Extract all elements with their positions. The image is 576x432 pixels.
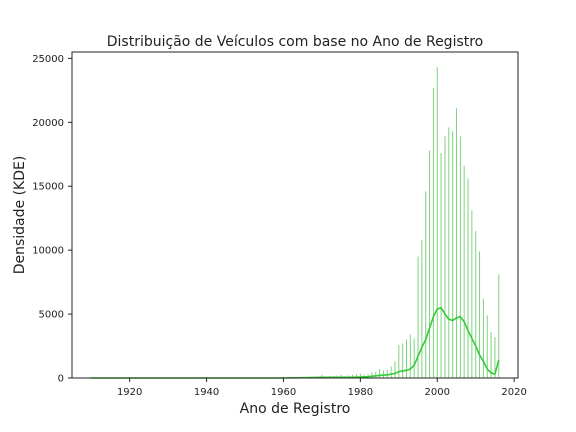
histogram-bar — [448, 127, 450, 379]
histogram-bar — [406, 339, 407, 378]
histogram-bar — [498, 274, 500, 378]
histogram-bar — [440, 153, 442, 378]
histogram-bar — [379, 369, 381, 378]
histogram-bar — [340, 374, 342, 378]
histogram-bar — [356, 374, 358, 378]
histogram-bar — [421, 239, 423, 378]
histogram-bar — [321, 374, 323, 378]
histogram-bar — [467, 178, 469, 378]
histogram-bar — [371, 372, 373, 378]
histogram-bar — [475, 230, 477, 378]
y-axis-label: Densidade (KDE) — [12, 156, 28, 275]
histogram-bar — [494, 337, 496, 378]
y-tick-label: 25000 — [32, 54, 64, 65]
histogram-bar — [471, 210, 473, 378]
x-tick-label: 2020 — [501, 387, 526, 398]
x-tick-label: 2000 — [425, 387, 450, 398]
histogram-bar — [486, 315, 488, 378]
histogram-bar — [398, 344, 400, 378]
kde-line — [91, 306, 500, 379]
histogram-bar — [402, 343, 404, 378]
histogram-bar — [394, 361, 396, 378]
histogram-bar — [455, 108, 457, 378]
histogram-bar — [452, 131, 454, 378]
histogram-bar — [409, 334, 411, 378]
histogram-bar — [386, 369, 388, 378]
plot-frame — [71, 51, 519, 379]
histogram-bar — [382, 370, 384, 378]
histogram-bar — [359, 373, 361, 378]
histogram-bar — [417, 256, 419, 378]
histogram-bar — [479, 251, 481, 378]
histogram-bar — [425, 191, 427, 378]
x-axis-label: Ano de Registro — [240, 401, 351, 417]
x-tick-label: 1980 — [348, 387, 373, 398]
histogram-bar — [463, 165, 465, 378]
histogram-bar — [390, 366, 392, 378]
chart-title: Distribuição de Veículos com base no Ano… — [107, 34, 484, 50]
histogram-bar — [375, 371, 377, 378]
histogram-bar — [413, 338, 415, 378]
x-tick-label: 1960 — [271, 387, 296, 398]
y-tick-label: 20000 — [32, 118, 64, 129]
y-axis-ticks: 0 5000 10000 15000 20000 25000 — [32, 54, 72, 385]
x-tick-label: 1940 — [194, 387, 219, 398]
histogram-bar — [432, 87, 434, 379]
histogram-bar — [459, 136, 461, 378]
histogram-bar — [490, 331, 492, 378]
histogram-bar — [436, 67, 438, 378]
histogram-bar — [429, 150, 431, 378]
x-axis-ticks: 1920 1940 1960 1980 2000 2020 — [117, 378, 527, 398]
y-tick-label: 15000 — [32, 182, 64, 193]
y-tick-label: 10000 — [32, 246, 64, 257]
x-tick-label: 1920 — [117, 387, 142, 398]
y-tick-label: 0 — [58, 374, 64, 385]
histogram-bar — [482, 298, 484, 378]
histogram-bar — [352, 374, 354, 378]
y-tick-label: 5000 — [39, 310, 64, 321]
histogram-bar — [444, 136, 446, 378]
histogram-bars — [90, 67, 500, 379]
